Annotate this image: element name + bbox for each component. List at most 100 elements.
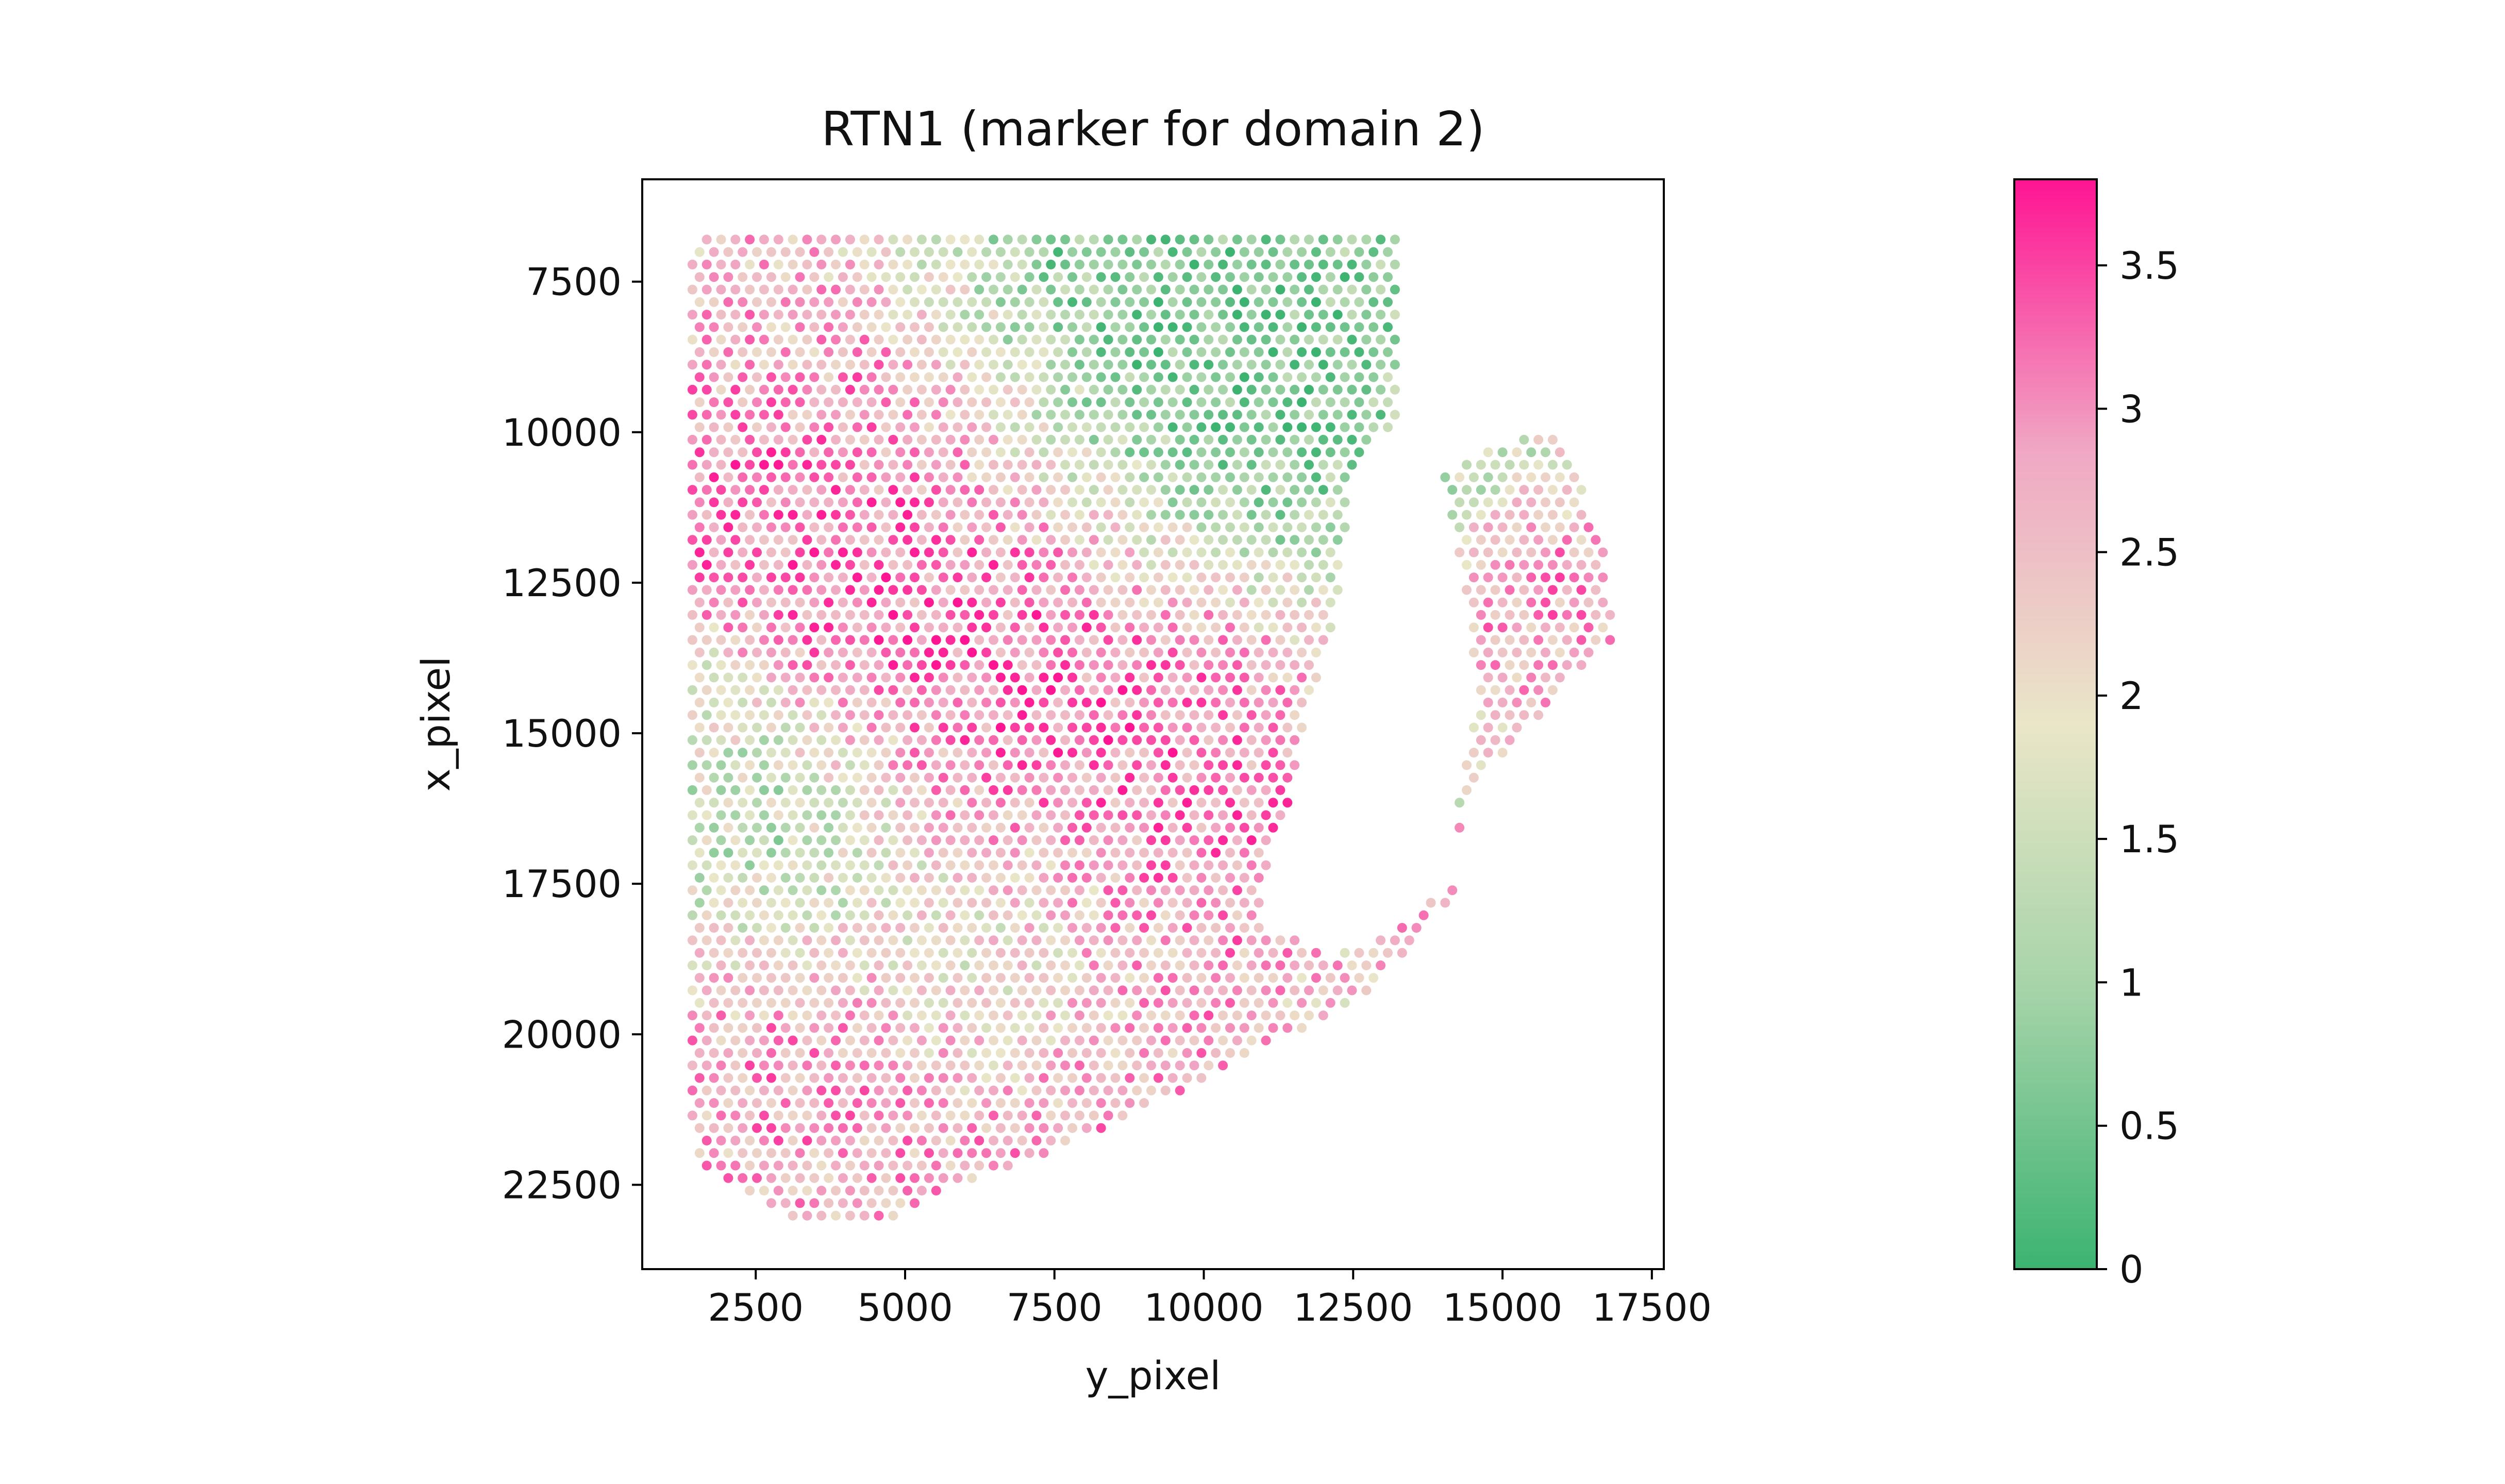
data-spot [903,735,913,745]
data-spot [881,1098,891,1108]
data-spot [1153,372,1163,382]
data-spot [845,434,855,445]
data-spot [1146,334,1156,345]
data-spot [1089,360,1099,370]
data-spot [788,560,798,570]
data-spot [903,485,913,495]
data-spot [1003,885,1013,896]
data-spot [1146,1010,1156,1021]
data-spot [1153,772,1163,783]
data-spot [1089,384,1099,395]
data-spot [1354,447,1364,458]
data-spot [1318,510,1328,520]
data-spot [1081,798,1092,808]
data-spot [874,310,884,320]
data-spot [766,1098,776,1108]
data-spot [1081,572,1092,583]
data-spot [1304,310,1314,320]
data-spot [1246,310,1257,320]
data-spot [1046,785,1056,795]
data-spot [874,710,884,720]
data-spot [766,848,776,858]
data-spot [809,497,820,508]
data-spot [953,822,963,833]
data-spot [924,347,934,357]
data-spot [1325,597,1335,608]
data-spot [989,360,998,370]
data-spot [1254,873,1264,883]
data-spot [788,810,798,820]
data-spot [974,1010,984,1021]
data-spot [1483,497,1493,508]
data-spot [809,672,820,683]
data-spot [916,985,927,996]
data-spot [1318,1010,1328,1021]
data-spot [816,835,827,846]
data-spot [895,948,906,958]
data-spot [773,985,783,996]
data-spot [888,710,898,720]
data-spot [852,522,862,532]
data-spot [859,785,870,795]
data-spot [1404,935,1414,946]
data-spot [903,860,913,870]
data-spot [989,410,998,420]
data-spot [1031,234,1042,245]
data-spot [974,1060,984,1071]
data-spot [816,535,827,545]
data-spot [1476,660,1486,670]
data-spot [989,985,998,996]
data-spot [1081,848,1092,858]
data-spot [1067,547,1077,558]
data-spot [773,234,783,245]
data-spot [1039,748,1049,758]
data-spot [1053,973,1063,983]
data-spot [1189,485,1199,495]
data-spot [745,860,755,870]
data-spot [1468,597,1479,608]
data-spot [1182,622,1192,633]
data-spot [1167,772,1178,783]
data-spot [702,985,712,996]
data-spot [802,910,812,920]
data-spot [1003,310,1013,320]
data-spot [1254,973,1264,983]
data-spot [1089,535,1099,545]
data-spot [1555,622,1565,633]
data-spot [916,810,927,820]
data-spot [1175,284,1185,295]
data-spot [888,460,898,470]
data-spot [795,472,805,482]
data-spot [859,635,870,645]
data-spot [1103,360,1113,370]
data-spot [981,472,992,482]
data-spot [1325,247,1335,257]
data-spot [910,472,920,482]
data-spot [1196,622,1207,633]
data-spot [1282,272,1293,282]
data-spot [816,935,827,946]
data-spot [981,447,992,458]
data-spot [931,284,941,295]
data-spot [1261,585,1271,595]
data-spot [1304,234,1314,245]
data-spot [752,497,762,508]
data-spot [960,860,970,870]
data-spot [838,1173,848,1183]
data-spot [824,247,834,257]
data-spot [938,397,948,408]
data-spot [723,798,733,808]
data-spot [824,772,834,783]
data-spot [752,297,762,307]
data-spot [1039,372,1049,382]
data-spot [1569,647,1579,657]
data-spot [687,1035,697,1045]
data-spot [738,1073,748,1083]
data-spot [1211,948,1221,958]
data-spot [788,1060,798,1071]
data-spot [859,1136,870,1145]
data-spot [903,885,913,896]
data-spot [895,973,906,983]
data-spot [716,334,726,345]
data-spot [723,923,733,933]
